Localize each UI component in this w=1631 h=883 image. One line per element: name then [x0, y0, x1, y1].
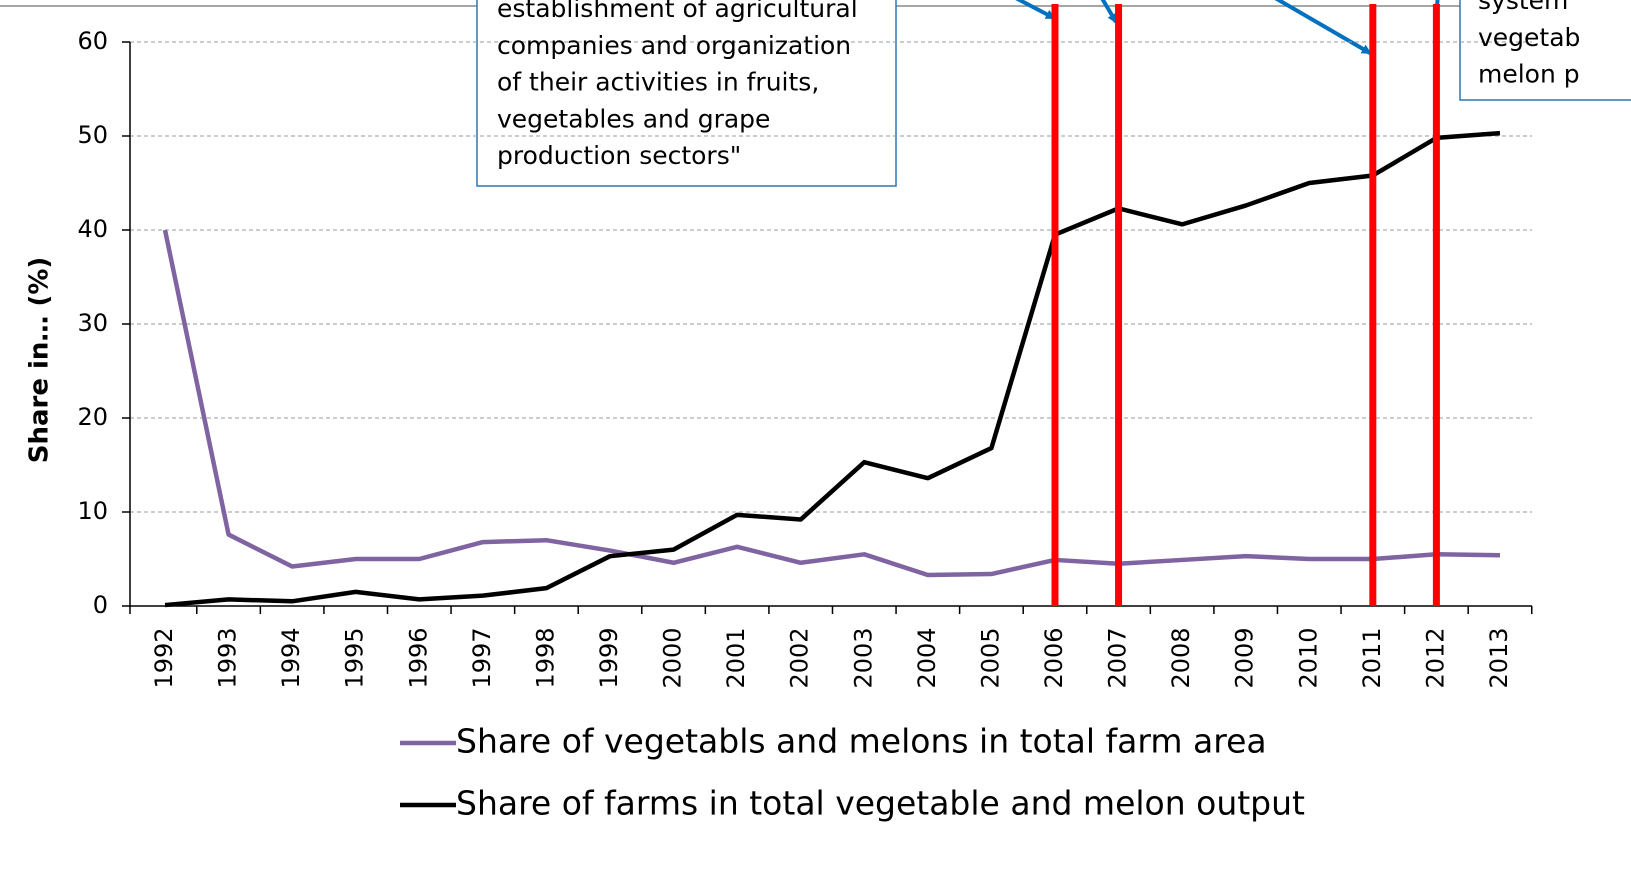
series-line [162, 229, 1501, 578]
x-tick-label: 1997 [468, 627, 496, 688]
arrow [1274, 0, 1372, 55]
annotation-text: production sectors" [497, 141, 741, 170]
y-axis-label: Share in… (%) [25, 257, 55, 464]
x-tick-label: 2009 [1231, 627, 1259, 688]
annotation-text: of their activities in fruits, [497, 68, 819, 97]
legend-label: Share of vegetabls and melons in total f… [456, 722, 1267, 761]
annotation-text: vegetables and grape [497, 104, 770, 133]
y-tick-label: 10 [77, 497, 108, 525]
x-tick-label: 1995 [341, 627, 369, 688]
annotation-text: system [1478, 0, 1568, 15]
x-tick-label: 1998 [531, 627, 559, 688]
legend-label: Share of farms in total vegetable and me… [456, 784, 1305, 823]
annotation-text: companies and organization [497, 31, 851, 60]
x-tick-label: 2013 [1485, 627, 1513, 688]
x-tick-label: 2007 [1104, 627, 1132, 688]
x-tick-label: 2005 [976, 627, 1004, 688]
x-tick-label: 1992 [150, 627, 178, 688]
x-tick-label: 2002 [786, 627, 814, 688]
x-tick-label: 1999 [595, 627, 623, 688]
y-tick-label: 30 [77, 309, 108, 337]
y-tick-label: 20 [77, 403, 108, 431]
annotation-text: melon p [1478, 60, 1580, 89]
x-tick-label: 2008 [1167, 627, 1195, 688]
arrow [1100, 0, 1118, 24]
x-tick-label: 2012 [1421, 627, 1449, 688]
x-tick-label: 2010 [1294, 627, 1322, 688]
y-tick-label: 40 [77, 215, 108, 243]
annotation-box [1459, 0, 1631, 101]
x-tick-label: 2003 [849, 627, 877, 688]
x-tick-label: 1996 [404, 627, 432, 688]
annotation-box [476, 0, 897, 187]
x-tick-label: 2001 [722, 627, 750, 688]
annotation-text: establishment of agricultural [497, 0, 858, 23]
arrow [1015, 0, 1056, 20]
x-tick-label: 2011 [1358, 627, 1386, 688]
y-tick-label: 0 [93, 591, 108, 619]
x-tick-label: 2006 [1040, 627, 1068, 688]
x-tick-label: 2000 [659, 627, 687, 688]
annotation-text: vegetab [1478, 23, 1580, 52]
x-tick-label: 1993 [214, 627, 242, 688]
x-tick-label: 1994 [277, 627, 305, 688]
y-tick-label: 60 [77, 27, 108, 55]
series-line [164, 130, 1501, 608]
y-tick-label: 50 [77, 121, 108, 149]
x-tick-label: 2004 [913, 627, 941, 688]
